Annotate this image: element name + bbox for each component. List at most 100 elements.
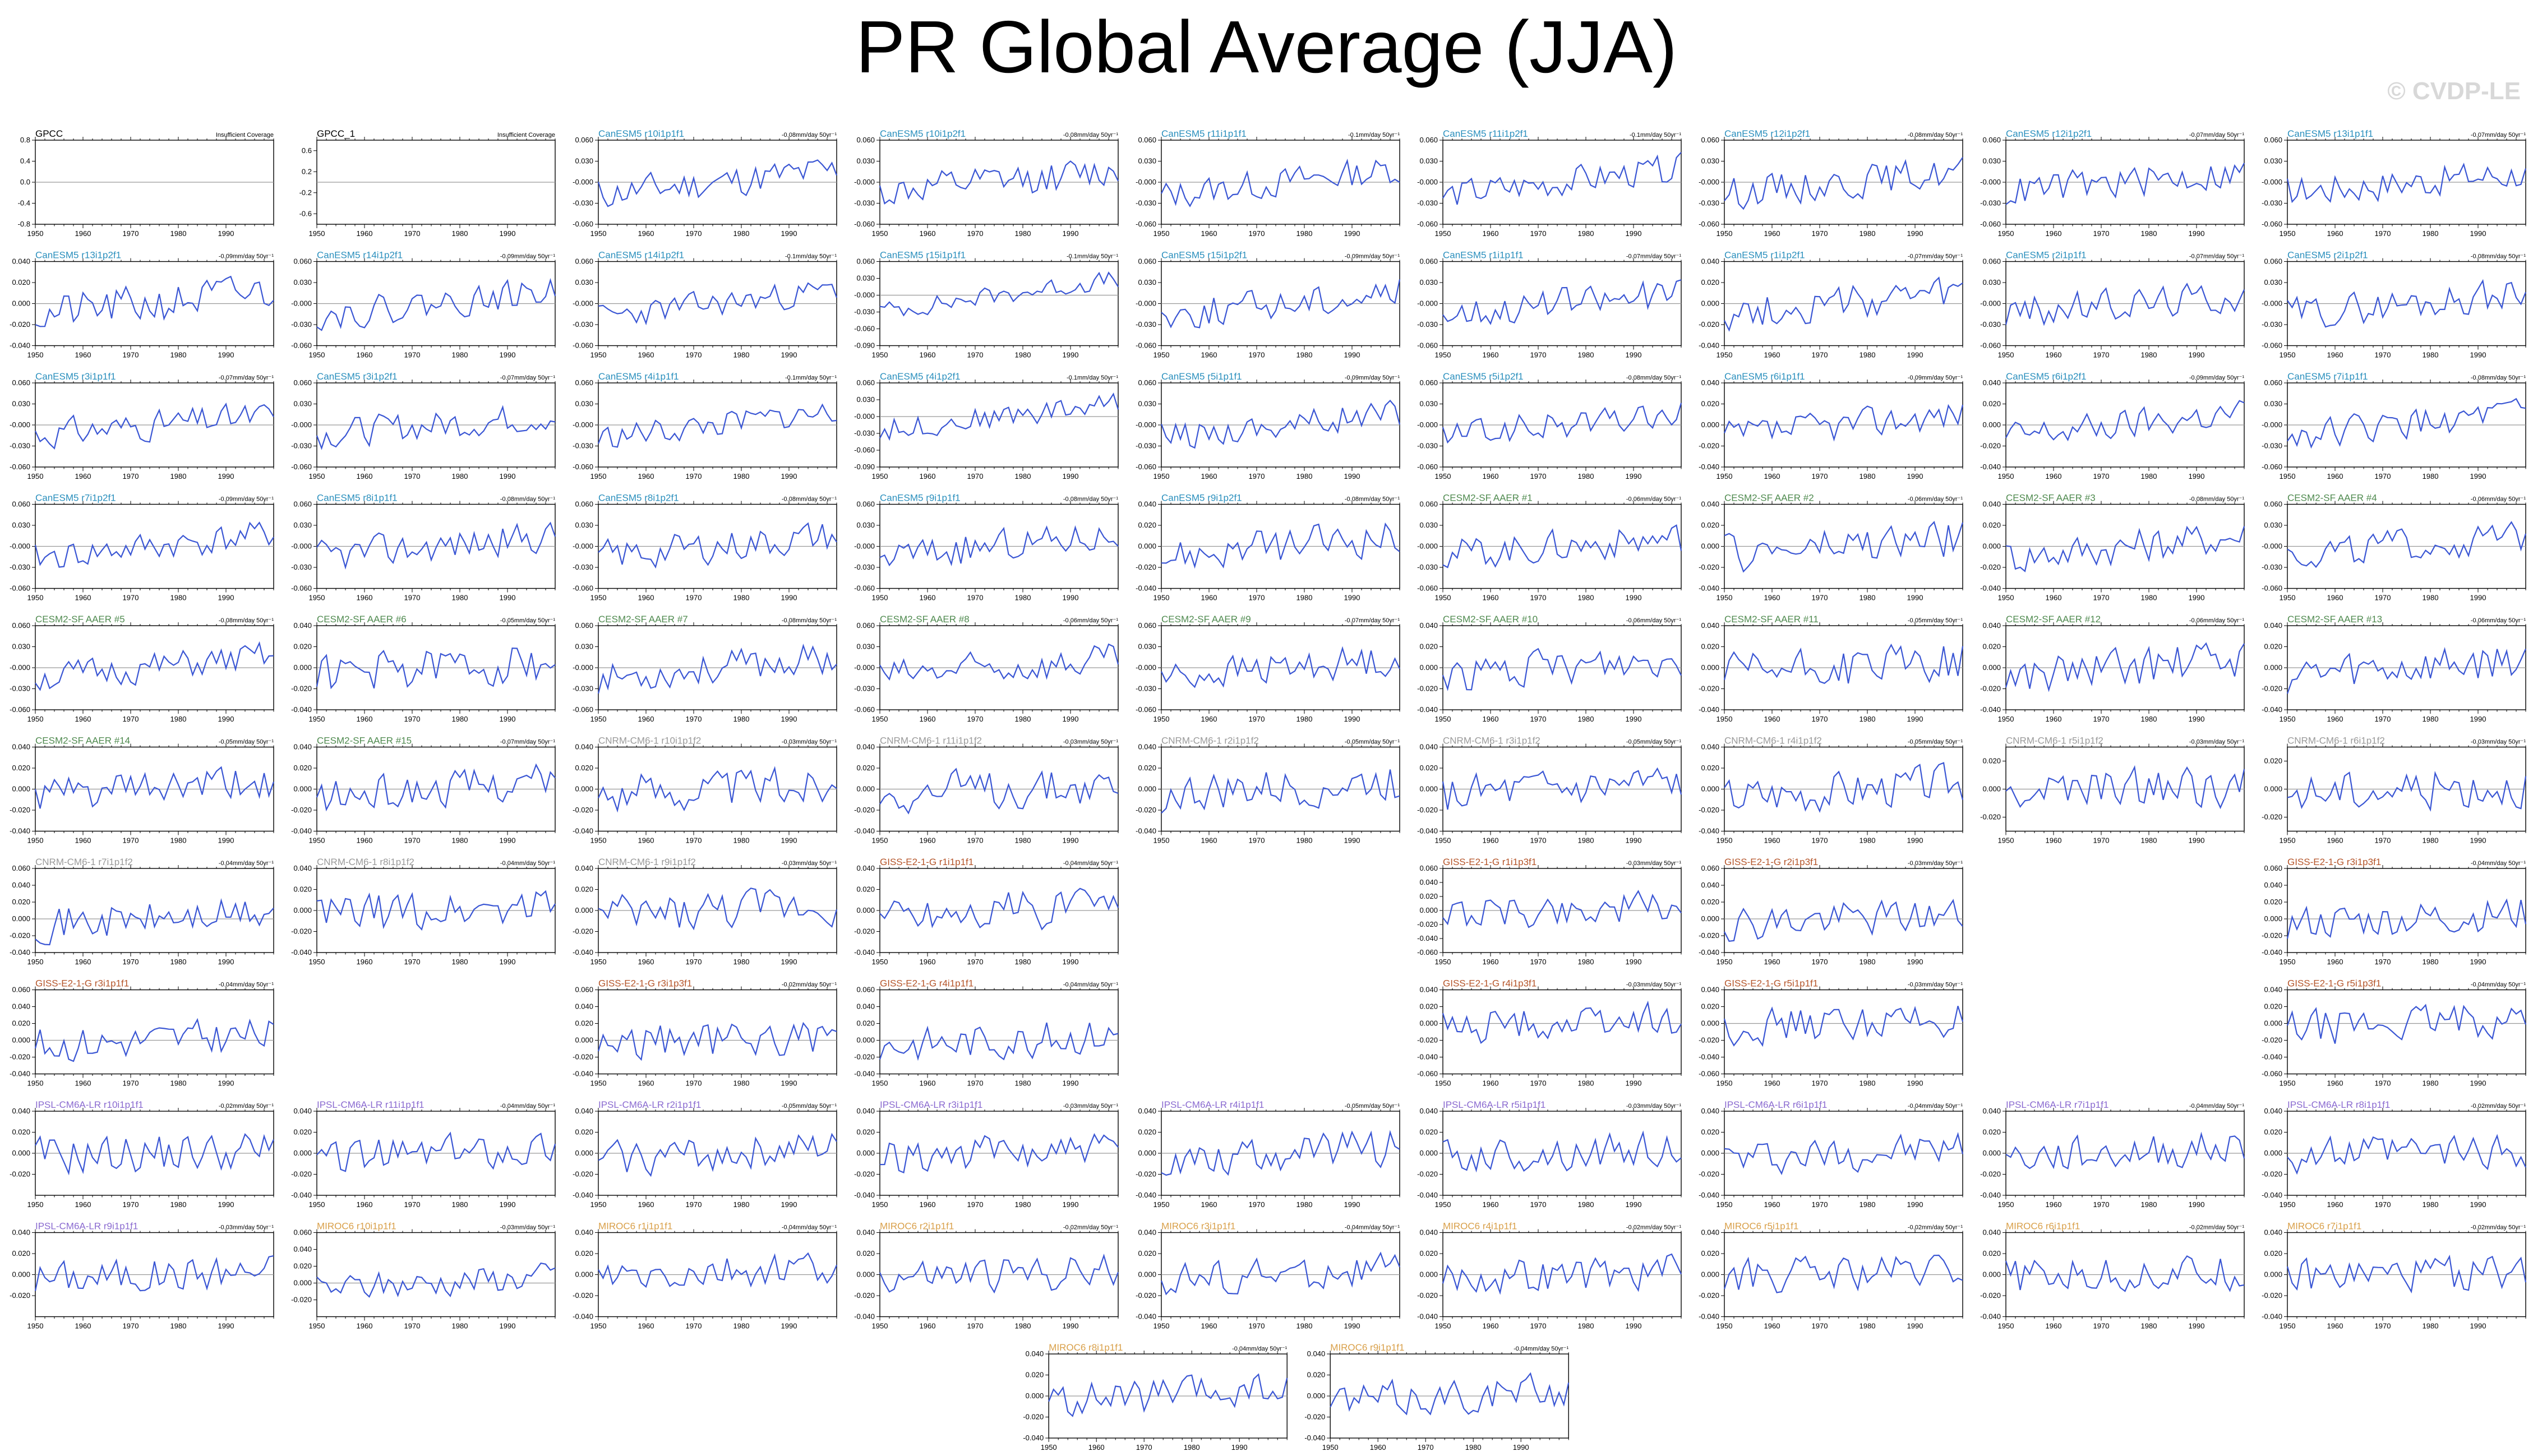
x-tick-label: 1960 — [1764, 351, 1780, 359]
y-tick-label: -0.040 — [291, 948, 312, 956]
x-tick-label: 1990 — [500, 958, 516, 966]
y-tick-label: 0.060 — [1701, 864, 1719, 872]
panel-p15: CanESM5 r1i1p2f1 -0.07mm/day 50yr⁻¹ 0.040 0… — [1699, 250, 1963, 359]
panel-p39: CESM2-SF AAER #8 -0.06mm/day 50yr⁻¹ 0.060 0… — [854, 614, 1119, 723]
x-tick-label: 1970 — [2375, 1079, 2391, 1088]
x-tick-label: 1980 — [2141, 715, 2157, 723]
y-tick-label: -0.030 — [1136, 320, 1156, 329]
x-tick-label: 1980 — [1297, 472, 1313, 480]
x-tick-label: 1950 — [309, 836, 325, 845]
panel-p12: CanESM5 r15i1p1f1 -0.1mm/day 50yr⁻¹ 0.060 0… — [854, 250, 1119, 359]
series-line — [34, 403, 274, 450]
x-tick-label: 1950 — [2280, 1079, 2296, 1088]
y-tick-label: -0.000 — [573, 663, 593, 672]
panel-trend: Insufficient Coverage — [497, 132, 555, 138]
y-tick-label: 0.020 — [1138, 521, 1156, 529]
x-tick-label: 1960 — [1483, 351, 1499, 359]
y-tick-label: -0.020 — [291, 685, 312, 693]
x-tick-label: 1950 — [1435, 715, 1451, 723]
panel-trend: -0.07mm/day 50yr⁻¹ — [1908, 253, 1963, 260]
x-tick-label: 1960 — [638, 351, 654, 359]
y-tick-label: 0.020 — [12, 764, 30, 772]
panel-p23: CanESM5 r5i1p2f1 -0.08mm/day 50yr⁻¹ 0.060 0… — [1417, 371, 1682, 480]
x-tick-label: 1960 — [2327, 958, 2343, 966]
x-tick-label: 1990 — [781, 229, 797, 238]
x-tick-label: 1970 — [686, 594, 702, 602]
y-tick-label: -0.030 — [573, 685, 593, 693]
y-tick-label: 0.040 — [1982, 621, 2001, 630]
y-tick-label: -0.040 — [1417, 934, 1438, 942]
x-tick-label: 1990 — [218, 1200, 234, 1209]
y-tick-label: 0.040 — [1701, 378, 1719, 387]
x-tick-label: 1970 — [1812, 715, 1828, 723]
x-tick-label: 1960 — [920, 594, 936, 602]
y-tick-label: 0.020 — [1419, 764, 1438, 772]
x-tick-label: 1960 — [920, 472, 936, 480]
y-tick-label: -0.020 — [1980, 813, 2001, 821]
panel-title: GISS-E2-1-G r1i1p3f1 — [1443, 857, 1537, 867]
x-tick-label: 1950 — [2280, 836, 2296, 845]
x-tick-label: 1980 — [452, 351, 468, 359]
panel-title: CanESM5 r15i1p2f1 — [1161, 250, 1247, 261]
x-tick-label: 1970 — [1530, 472, 1547, 480]
panel-frame — [879, 261, 1119, 346]
y-tick-label: 0.000 — [1701, 542, 1719, 551]
y-tick-label: -0.020 — [854, 927, 875, 936]
x-tick-label: 1980 — [2423, 715, 2439, 723]
panel-p13: CanESM5 r15i1p2f1 -0.09mm/day 50yr⁻¹ 0.060… — [1136, 250, 1401, 359]
x-tick-label: 1990 — [781, 351, 797, 359]
x-tick-label: 1990 — [1063, 1079, 1079, 1088]
y-tick-label: 0.040 — [12, 743, 30, 751]
series-line — [35, 1133, 275, 1176]
x-tick-label: 1990 — [1344, 351, 1360, 359]
x-tick-label: 1990 — [2189, 836, 2205, 845]
y-tick-label: 0.030 — [293, 521, 312, 529]
x-tick-label: 1950 — [590, 229, 607, 238]
x-tick-label: 1950 — [590, 1079, 607, 1088]
x-tick-label: 1970 — [123, 351, 139, 359]
x-tick-label: 1960 — [1201, 351, 1217, 359]
x-tick-label: 1970 — [1530, 594, 1547, 602]
x-tick-label: 1950 — [590, 715, 607, 723]
x-tick-label: 1970 — [967, 715, 984, 723]
x-tick-label: 1960 — [1483, 958, 1499, 966]
y-tick-label: -0.040 — [854, 827, 875, 835]
y-tick-label: -0.000 — [10, 420, 30, 429]
y-tick-label: -0.040 — [1980, 463, 2001, 471]
y-tick-label: 0.060 — [293, 378, 312, 387]
x-tick-label: 1990 — [2470, 1079, 2486, 1088]
x-tick-label: 1970 — [686, 1079, 702, 1088]
x-tick-label: 1980 — [733, 836, 750, 845]
x-tick-label: 1960 — [1764, 229, 1780, 238]
x-tick-label: 1990 — [1626, 594, 1642, 602]
x-tick-label: 1980 — [452, 594, 468, 602]
y-tick-label: -0.000 — [2262, 420, 2282, 429]
panel-p57: GISS-E2-1-G r1i1p1f1 -0.04mm/day 50yr⁻¹ 0.… — [854, 857, 1119, 966]
panel-title: GISS-E2-1-G r3i1p1f1 — [35, 978, 129, 989]
y-tick-label: -0.030 — [1417, 563, 1438, 571]
panel-title: CanESM5 r4i1p2f1 — [880, 371, 961, 382]
x-tick-label: 1960 — [1201, 594, 1217, 602]
y-tick-label: 0.000 — [293, 663, 312, 672]
series-line — [1442, 1000, 1682, 1044]
y-tick-label: 0.000 — [1419, 785, 1438, 793]
x-tick-label: 1980 — [733, 351, 750, 359]
series-line — [316, 405, 556, 450]
panel-p66: GISS-E2-1-G r5i1p3f1 -0.04mm/day 50yr⁻¹ 0.… — [2262, 978, 2527, 1088]
y-tick-label: -0.020 — [854, 806, 875, 814]
series-line — [1161, 769, 1400, 814]
x-tick-label: 1960 — [1483, 472, 1499, 480]
panel-title: CanESM5 r8i1p2f1 — [598, 493, 679, 503]
x-tick-label: 1970 — [2375, 958, 2391, 966]
x-tick-label: 1960 — [2327, 351, 2343, 359]
x-tick-label: 1960 — [357, 351, 373, 359]
y-tick-label: 0.040 — [1982, 378, 2001, 387]
panel-trend: -0.04mm/day 50yr⁻¹ — [500, 860, 555, 867]
x-tick-label: 1980 — [452, 958, 468, 966]
y-tick-label: -0.060 — [854, 584, 875, 593]
panel-trend: -0.06mm/day 50yr⁻¹ — [1908, 496, 1963, 503]
y-tick-label: -0.060 — [1417, 220, 1438, 228]
panel-title: GISS-E2-1-G r5i1p3f1 — [2287, 978, 2381, 989]
x-tick-label: 1980 — [1578, 472, 1594, 480]
x-tick-label: 1980 — [452, 472, 468, 480]
